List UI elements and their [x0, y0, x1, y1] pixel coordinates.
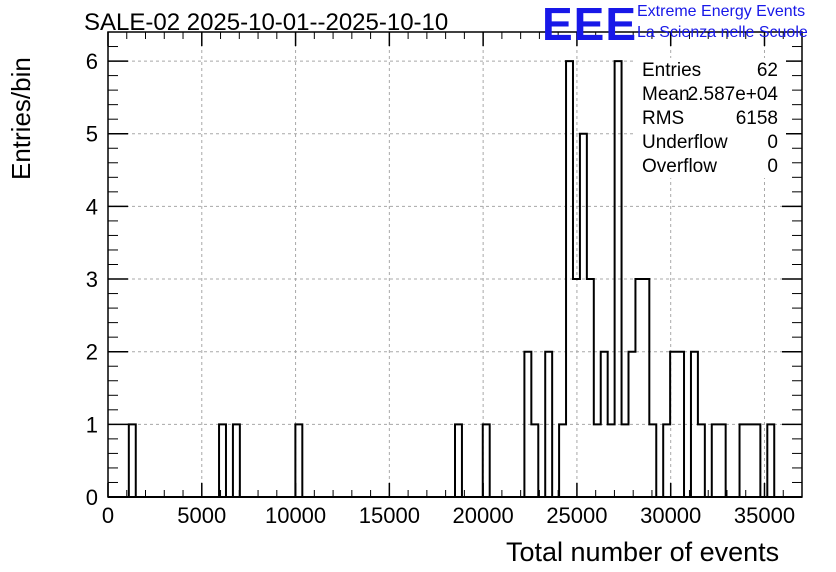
stats-box: Entries 62 Mean 2.587e+04 RMS 6158 Under… [636, 58, 786, 178]
x-tick-label: 25000 [546, 503, 607, 528]
stat-overflow-value: 0 [767, 156, 778, 177]
histogram-bar [231, 423, 241, 497]
histogram-bar [294, 423, 304, 497]
x-tick-label: 35000 [734, 503, 795, 528]
y-tick-label: 5 [86, 122, 98, 147]
stat-entries: Entries 62 [636, 58, 786, 82]
histogram-bar [544, 350, 554, 497]
histogram-bar [662, 350, 686, 497]
y-tick-label: 4 [86, 194, 98, 219]
x-tick-label: 15000 [359, 503, 420, 528]
x-tick-label: 5000 [177, 503, 226, 528]
histogram-bar [523, 350, 540, 497]
y-axis-label: Entries/bin [6, 57, 36, 180]
stat-underflow: Underflow 0 [636, 130, 786, 154]
stat-mean-label: Mean [642, 84, 690, 105]
stat-entries-value: 62 [756, 60, 778, 81]
logo-line-2: La Scienza nelle Scuole [637, 24, 808, 41]
stat-overflow-label: Overflow [642, 156, 717, 177]
y-tick-label: 2 [86, 340, 98, 365]
histogram-bar [766, 423, 776, 497]
y-tick-label: 0 [86, 485, 98, 510]
x-tick-label: 10000 [265, 503, 326, 528]
stat-rms-value: 6158 [735, 108, 778, 129]
stat-entries-label: Entries [642, 60, 702, 81]
histogram-bar [454, 423, 463, 497]
histogram-bar [481, 423, 491, 497]
x-tick-label: 0 [102, 503, 114, 528]
y-tick-label: 6 [86, 49, 98, 74]
histogram-bar [689, 350, 706, 497]
stat-mean: Mean 2.587e+04 [636, 82, 786, 106]
histogram-bar [558, 60, 658, 497]
histogram-bar [127, 423, 137, 497]
histogram-bar [710, 423, 727, 497]
stat-mean-value: 2.587e+04 [687, 84, 778, 105]
stat-overflow: Overflow 0 [636, 154, 786, 178]
chart-title: SALE-02 2025-10-01--2025-10-10 [84, 9, 449, 36]
y-tick-label: 1 [86, 412, 98, 437]
stat-underflow-value: 0 [767, 132, 778, 153]
stat-rms-label: RMS [642, 108, 685, 129]
logo-line-1: Extreme Energy Events [637, 3, 806, 20]
histogram-bar [218, 423, 227, 497]
x-axis-label: Total number of events [506, 537, 780, 567]
x-tick-label: 30000 [640, 503, 701, 528]
stat-rms: RMS 6158 [636, 106, 786, 130]
stat-underflow-label: Underflow [642, 132, 728, 153]
x-tick-label: 20000 [453, 503, 514, 528]
eee-logo-mark: EEE [542, 0, 638, 50]
y-tick-label: 3 [86, 267, 98, 292]
histogram-bar [738, 423, 762, 497]
